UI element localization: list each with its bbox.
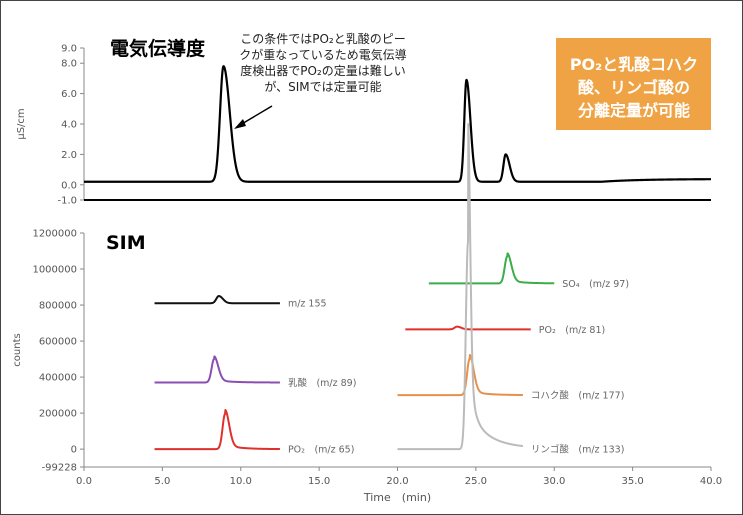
ec-y-axis-label: μS/cm bbox=[16, 108, 27, 139]
sim-y-tick-label: 200000 bbox=[39, 409, 77, 420]
sim-title: SIM bbox=[106, 232, 146, 254]
ec-y-tick-label: 9.0 bbox=[61, 44, 77, 55]
ec-annotation-line: 度検出器でPO₂の定量は難しい bbox=[240, 63, 406, 78]
callout-text-line: 分離定量が可能 bbox=[578, 101, 690, 120]
sim-y-tick-label: 600000 bbox=[39, 337, 77, 348]
x-tick-label: 35.0 bbox=[621, 476, 643, 487]
x-tick-label: 40.0 bbox=[700, 476, 722, 487]
ec-annotation-line: クが重なっているため電気伝導 bbox=[239, 47, 406, 62]
annotation-arrow-line bbox=[239, 105, 273, 126]
callout-text-line: 酸、リンゴ酸の bbox=[578, 78, 690, 97]
sim-series-label: コハク酸 (m/z 177) bbox=[531, 390, 625, 402]
sim-trace bbox=[396, 122, 524, 451]
x-axis-label: Time (min) bbox=[363, 491, 431, 504]
sim-y-tick-label: 800000 bbox=[39, 301, 77, 312]
ec-y-tick-label: 2.0 bbox=[61, 150, 77, 161]
sim-y-tick-label: 400000 bbox=[39, 373, 77, 384]
ec-y-tick-label: 6.0 bbox=[61, 89, 77, 100]
ec-title: 電気伝導度 bbox=[110, 37, 206, 60]
sim-trace bbox=[404, 325, 532, 331]
x-tick-label: 15.0 bbox=[308, 476, 330, 487]
x-tick-label: 20.0 bbox=[386, 476, 408, 487]
ec-y-tick-label: 0.0 bbox=[61, 180, 77, 191]
ec-y-tick-label: -1.0 bbox=[57, 196, 77, 207]
sim-y-tick-label: 1000000 bbox=[32, 265, 77, 276]
callout-box bbox=[556, 38, 711, 130]
ec-annotation-line: この条件ではPO₂と乳酸のピー bbox=[240, 31, 406, 46]
sim-y-axis-label: counts bbox=[12, 333, 23, 366]
sim-trace bbox=[153, 295, 281, 305]
callout-text-line: PO₂と乳酸コハク bbox=[570, 55, 698, 74]
sim-series-label: 乳酸 (m/z 89) bbox=[288, 377, 356, 389]
annotation-arrow-head bbox=[234, 119, 246, 129]
ec-trace bbox=[83, 65, 712, 183]
x-tick-label: 0.0 bbox=[76, 476, 92, 487]
sim-y-tick-label: 0 bbox=[71, 445, 77, 456]
sim-series-label: SO₄ (m/z 97) bbox=[562, 279, 629, 290]
x-tick-label: 30.0 bbox=[543, 476, 565, 487]
sim-y-tick-label: -99228 bbox=[42, 463, 77, 474]
sim-y-tick-label: 1200000 bbox=[32, 229, 77, 240]
x-tick-label: 5.0 bbox=[154, 476, 170, 487]
sim-series-label: PO₂ (m/z 81) bbox=[539, 325, 605, 336]
sim-series-label: PO₂ (m/z 65) bbox=[288, 445, 354, 456]
ec-y-tick-label: 4.0 bbox=[61, 120, 77, 131]
x-tick-label: 10.0 bbox=[230, 476, 252, 487]
sim-series-label: m/z 155 bbox=[288, 299, 327, 310]
sim-series-label: リンゴ酸 (m/z 133) bbox=[531, 444, 625, 456]
sim-trace bbox=[153, 355, 281, 384]
ec-annotation-line: が、SIMでは定量可能 bbox=[264, 79, 381, 94]
x-tick-label: 25.0 bbox=[465, 476, 487, 487]
sim-trace bbox=[153, 408, 281, 451]
sim-trace bbox=[428, 252, 555, 285]
ec-y-tick-label: 8.0 bbox=[61, 59, 77, 70]
sim-trace bbox=[396, 353, 524, 397]
